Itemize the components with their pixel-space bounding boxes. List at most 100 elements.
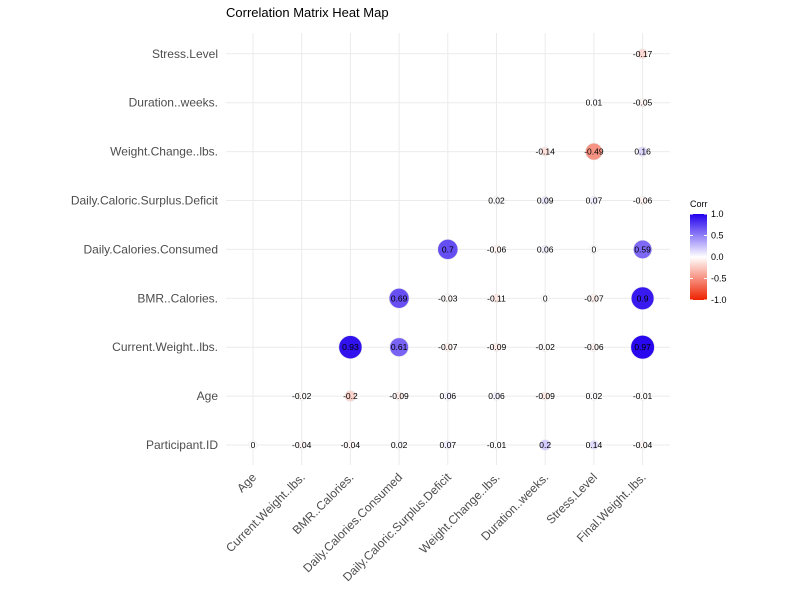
cell-marker-current-weight-lbs-daily-calories-consumed <box>389 337 409 357</box>
cell-marker-daily-calories-consumed-stress-level <box>589 244 599 254</box>
cell-marker-bmr-calories-final-weight-lbs <box>630 286 655 310</box>
cell-marker-participant-id-stress-level <box>589 440 599 450</box>
x-tick-label-daily-calories-consumed: Daily.Calories.Consumed <box>300 470 405 575</box>
legend-tick-label: 0.0 <box>711 252 724 262</box>
legend-colorbar <box>690 214 707 300</box>
cell-value-label: -0.06 <box>584 342 604 352</box>
cell-marker-bmr-calories-stress-level <box>589 293 599 303</box>
cell-marker-age-duration-weeks <box>540 391 550 401</box>
cell-marker-daily-calories-consumed-daily-caloric-surplus-deficit <box>437 239 459 260</box>
cell-value-label: -0.06 <box>487 244 507 254</box>
cell-value-label: 0.09 <box>537 196 554 206</box>
cell-marker-age-daily-calories-consumed <box>394 391 404 401</box>
cell-value-label: -0.09 <box>389 391 409 401</box>
cell-marker-age-current-weight-lbs <box>297 391 307 401</box>
cell-value-label: -0.49 <box>584 147 604 157</box>
cell-marker-participant-id-age <box>248 440 258 450</box>
cell-value-label: -0.09 <box>487 342 507 352</box>
x-tick-label-weight-change-lbs: Weight.Change..lbs. <box>416 470 502 556</box>
cell-value-label: 0.2 <box>539 440 551 450</box>
cell-value-label: 0 <box>251 440 256 450</box>
cell-value-label: -0.03 <box>438 293 458 303</box>
cell-value-label: 0 <box>592 244 597 254</box>
cell-value-label: -0.14 <box>536 147 556 157</box>
cell-value-label: -0.06 <box>633 196 653 206</box>
cell-value-label: 0.02 <box>488 196 505 206</box>
cell-value-label: -0.17 <box>633 49 653 59</box>
cell-value-label: -0.09 <box>536 391 556 401</box>
legend-tick-label: -0.5 <box>711 274 727 284</box>
legend-tick-label: 0.5 <box>711 231 724 241</box>
cell-marker-age-final-weight-lbs <box>638 391 648 401</box>
cell-value-label: -0.02 <box>292 391 312 401</box>
cell-marker-duration-weeks-stress-level <box>589 98 599 108</box>
y-tick-label-weight-change-lbs: Weight.Change..lbs. <box>110 145 218 159</box>
cell-value-label: 0.9 <box>637 293 649 303</box>
cell-marker-bmr-calories-weight-change-lbs <box>491 293 501 303</box>
cell-value-label: 0.06 <box>488 391 505 401</box>
cell-marker-participant-id-weight-change-lbs <box>491 440 501 450</box>
cell-marker-daily-caloric-surplus-deficit-weight-change-lbs <box>491 196 501 206</box>
y-tick-label-stress-level: Stress.Level <box>152 47 218 61</box>
cell-value-label: 0.01 <box>586 98 603 108</box>
cell-marker-participant-id-current-weight-lbs <box>297 440 307 450</box>
cell-marker-age-weight-change-lbs <box>491 391 501 401</box>
y-tick-label-bmr-calories: BMR..Calories. <box>137 291 218 305</box>
y-axis-labels: Participant.ID Age Current.Weight..lbs. BMR… <box>71 47 219 452</box>
y-tick-label-age: Age <box>197 389 219 403</box>
cell-marker-participant-id-bmr-calories <box>345 440 355 450</box>
cell-marker-weight-change-lbs-stress-level <box>585 142 603 161</box>
x-tick-label-age: Age <box>234 470 259 495</box>
legend-tick-label: -1.0 <box>711 295 727 305</box>
cell-marker-daily-caloric-surplus-deficit-duration-weeks <box>540 196 550 206</box>
cell-marker-participant-id-duration-weeks <box>539 439 551 451</box>
legend-title: Corr <box>690 199 708 209</box>
cell-marker-participant-id-daily-caloric-surplus-deficit <box>443 440 453 450</box>
cell-marker-current-weight-lbs-final-weight-lbs <box>630 335 655 360</box>
cell-marker-bmr-calories-daily-calories-consumed <box>388 288 410 309</box>
cell-marker-bmr-calories-duration-weeks <box>540 293 550 303</box>
cell-value-label: 0.69 <box>391 293 408 303</box>
cell-value-label: -0.01 <box>487 440 507 450</box>
cell-value-label: 0.16 <box>634 147 651 157</box>
cell-marker-age-daily-caloric-surplus-deficit <box>443 391 453 401</box>
cell-value-label: 0.61 <box>391 342 408 352</box>
cell-marker-current-weight-lbs-bmr-calories <box>338 335 363 360</box>
cell-marker-age-bmr-calories <box>344 390 357 402</box>
x-axis-labels: AgeCurrent.Weight..lbs.BMR..Calories.Dai… <box>223 470 649 584</box>
cell-value-label: -0.07 <box>438 342 458 352</box>
y-tick-label-daily-caloric-surplus-deficit: Daily.Caloric.Surplus.Deficit <box>71 194 219 208</box>
cell-marker-participant-id-daily-calories-consumed <box>394 440 404 450</box>
chart-title: Correlation Matrix Heat Map <box>226 5 389 20</box>
cell-value-label: 0.59 <box>634 244 651 254</box>
cell-marker-daily-calories-consumed-weight-change-lbs <box>491 244 501 254</box>
cell-marker-weight-change-lbs-final-weight-lbs <box>637 146 648 157</box>
cell-value-label: -0.04 <box>292 440 312 450</box>
cell-value-label: -0.02 <box>536 342 556 352</box>
legend: Corr 1.0 0.5 0.0 -0.5 -1.0 <box>690 199 727 305</box>
cell-value-label: -0.01 <box>633 391 653 401</box>
cell-marker-daily-calories-consumed-duration-weeks <box>540 244 550 254</box>
y-tick-label-duration-weeks: Duration..weeks. <box>129 96 218 110</box>
cell-value-label: 0.14 <box>586 440 603 450</box>
cell-marker-current-weight-lbs-stress-level <box>589 342 599 352</box>
heatmap-cells: 0 -0.04 -0.04 0.02 0.07 -0.01 0.2 0.14 -0.04 -0.0… <box>248 48 655 451</box>
cell-value-label: 0.07 <box>440 440 457 450</box>
cell-value-label: 0.93 <box>342 342 359 352</box>
cell-value-label: -0.11 <box>487 293 506 303</box>
cell-value-label: 0.7 <box>442 244 454 254</box>
cell-value-label: -0.04 <box>341 440 361 450</box>
y-tick-label-daily-calories-consumed: Daily.Calories.Consumed <box>84 242 219 256</box>
cell-value-label: 0.02 <box>391 440 408 450</box>
cell-value-label: 0 <box>543 293 548 303</box>
legend-tick-label: 1.0 <box>711 209 724 219</box>
cell-value-label: -0.04 <box>633 440 653 450</box>
cell-marker-duration-weeks-final-weight-lbs <box>638 98 648 108</box>
cell-marker-current-weight-lbs-duration-weeks <box>540 342 550 352</box>
cell-value-label: -0.07 <box>584 293 604 303</box>
cell-value-label: 0.97 <box>634 342 651 352</box>
cell-value-label: -0.05 <box>633 98 653 108</box>
cell-value-label: 0.07 <box>586 196 603 206</box>
cell-marker-daily-caloric-surplus-deficit-final-weight-lbs <box>638 196 648 206</box>
